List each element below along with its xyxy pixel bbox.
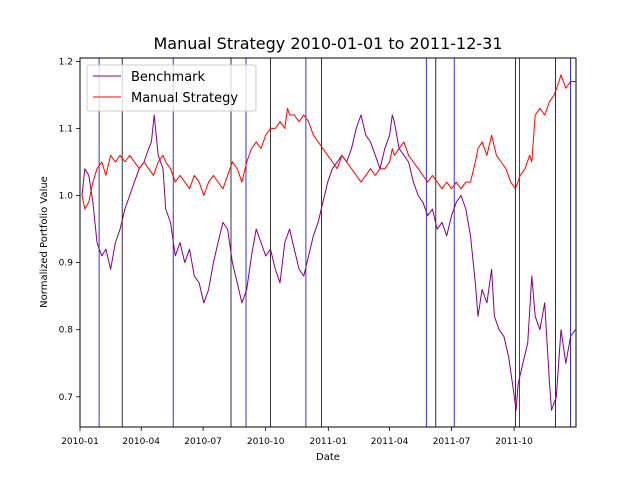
x-axis-label: Date <box>316 452 340 463</box>
legend-box <box>86 64 257 112</box>
x-tick-label-3: 2010-10 <box>247 437 285 447</box>
legend-label-manual-strategy: Manual Strategy <box>131 91 238 106</box>
y-axis-label: Normalized Portfolio Value <box>39 176 50 308</box>
x-tick-label-1: 2010-04 <box>122 437 160 447</box>
y-tick-label-2: 0.9 <box>59 259 74 269</box>
y-tick-label-0: 0.7 <box>59 393 73 403</box>
y-tick-label-3: 1.0 <box>59 192 74 202</box>
chart-title: Manual Strategy 2010-01-01 to 2011-12-31 <box>153 34 502 53</box>
x-tick-label-7: 2011-10 <box>495 437 533 447</box>
x-tick-label-4: 2011-01 <box>309 437 347 447</box>
y-tick-label-1: 0.8 <box>59 326 74 336</box>
y-tick-label-5: 1.2 <box>59 57 73 67</box>
x-tick-label-2: 2010-07 <box>184 437 222 447</box>
legend-label-benchmark: Benchmark <box>131 70 206 85</box>
x-tick-label-5: 2011-04 <box>371 437 409 447</box>
y-tick-label-4: 1.1 <box>59 124 73 134</box>
series-line-manual-strategy <box>81 74 576 210</box>
x-tick-label-0: 2010-01 <box>61 437 99 447</box>
x-tick-label-6: 2011-07 <box>433 437 471 447</box>
legend: Benchmark Manual Strategy <box>86 64 257 112</box>
